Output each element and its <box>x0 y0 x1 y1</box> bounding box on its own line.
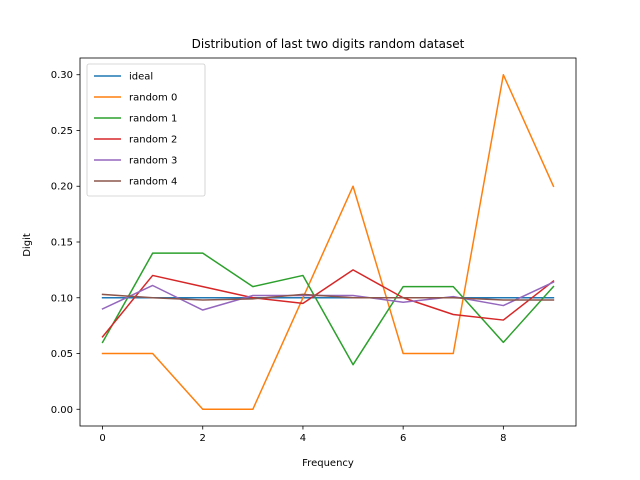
series-line-random-2 <box>101 269 555 338</box>
x-tick-label: 0 <box>99 433 105 444</box>
series-line-random-4 <box>101 293 555 301</box>
legend-entry: ideal <box>129 72 153 83</box>
legend: ideal random 0 random 1 random 2 random 3 ran… <box>86 63 206 197</box>
y-tick-label: 0.10 <box>51 293 73 304</box>
x-tick-label: 4 <box>300 433 306 444</box>
legend-entry: random 3 <box>129 156 177 167</box>
chart-title: Distribution of last two digits random d… <box>192 37 465 51</box>
plot-area <box>79 57 577 427</box>
legend-entry: random 2 <box>129 135 177 146</box>
legend-entry: random 1 <box>129 114 177 125</box>
x-axis-label: Frequency <box>302 458 354 469</box>
y-tick-label: 0.30 <box>51 70 73 81</box>
y-tick-label: 0.05 <box>51 349 73 360</box>
series-line-random-0 <box>101 73 555 411</box>
legend-entry: random 0 <box>129 93 177 104</box>
series-line-random-1 <box>101 252 555 366</box>
x-tick-label: 6 <box>400 433 406 444</box>
legend-entry: random 4 <box>129 177 177 188</box>
y-tick-label: 0.25 <box>51 126 73 137</box>
y-axis: 0.00 0.05 0.10 0.15 0.20 0.25 0.30 <box>51 70 80 416</box>
x-axis: 0 2 4 6 8 <box>99 426 507 444</box>
y-axis-label: Digit <box>22 233 33 257</box>
x-tick-label: 2 <box>200 433 206 444</box>
x-tick-label: 8 <box>500 433 506 444</box>
y-tick-label: 0.20 <box>51 182 73 193</box>
y-tick-label: 0.15 <box>51 238 73 249</box>
y-tick-label: 0.00 <box>51 405 73 416</box>
